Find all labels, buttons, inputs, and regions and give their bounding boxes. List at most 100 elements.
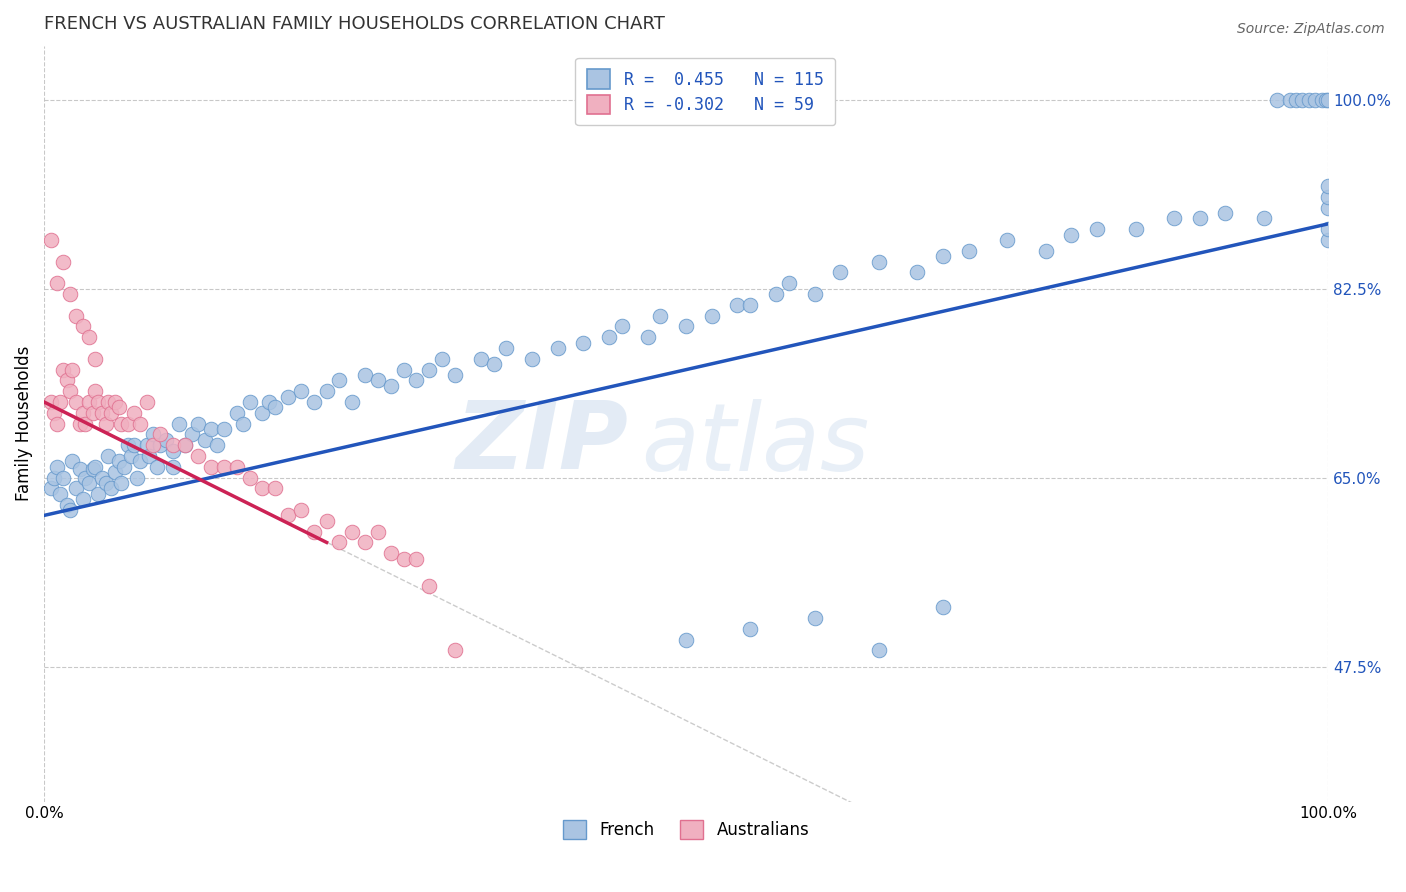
- Point: [1291, 93, 1313, 107]
- Point: [59, 384, 82, 399]
- Point: [162, 443, 184, 458]
- Point: [194, 433, 217, 447]
- Point: [342, 524, 364, 539]
- Point: [995, 233, 1018, 247]
- Point: [1310, 93, 1333, 107]
- Point: [69, 417, 91, 431]
- Point: [125, 470, 148, 484]
- Point: [107, 401, 129, 415]
- Point: [740, 298, 762, 312]
- Point: [328, 373, 350, 387]
- Point: [675, 632, 697, 647]
- Point: [65, 482, 87, 496]
- Point: [264, 482, 287, 496]
- Point: [155, 433, 177, 447]
- Point: [1298, 93, 1320, 107]
- Point: [135, 395, 157, 409]
- Point: [77, 330, 100, 344]
- Point: [354, 368, 377, 382]
- Legend: French, Australians: French, Australians: [557, 814, 815, 847]
- Point: [75, 417, 97, 431]
- Point: [52, 362, 75, 376]
- Point: [495, 341, 517, 355]
- Point: [290, 503, 312, 517]
- Point: [264, 401, 287, 415]
- Point: [162, 438, 184, 452]
- Point: [39, 395, 62, 409]
- Point: [932, 600, 955, 615]
- Point: [1215, 206, 1237, 220]
- Point: [225, 406, 247, 420]
- Point: [405, 373, 427, 387]
- Point: [1125, 222, 1147, 236]
- Point: [905, 265, 928, 279]
- Point: [675, 319, 697, 334]
- Point: [44, 406, 66, 420]
- Point: [112, 459, 135, 474]
- Point: [367, 524, 389, 539]
- Point: [77, 475, 100, 490]
- Point: [129, 454, 152, 468]
- Point: [84, 459, 107, 474]
- Point: [302, 524, 325, 539]
- Point: [39, 482, 62, 496]
- Text: FRENCH VS AUSTRALIAN FAMILY HOUSEHOLDS CORRELATION CHART: FRENCH VS AUSTRALIAN FAMILY HOUSEHOLDS C…: [44, 15, 665, 33]
- Point: [84, 351, 107, 366]
- Point: [1188, 211, 1211, 226]
- Point: [212, 422, 235, 436]
- Point: [138, 449, 160, 463]
- Point: [149, 438, 172, 452]
- Point: [69, 462, 91, 476]
- Point: [87, 487, 110, 501]
- Point: [868, 254, 890, 268]
- Point: [1317, 179, 1340, 194]
- Point: [1285, 93, 1308, 107]
- Point: [765, 287, 787, 301]
- Point: [97, 395, 120, 409]
- Point: [1253, 211, 1275, 226]
- Point: [803, 611, 825, 625]
- Point: [277, 508, 299, 523]
- Point: [180, 427, 202, 442]
- Text: atlas: atlas: [641, 399, 869, 490]
- Point: [84, 384, 107, 399]
- Point: [932, 249, 955, 263]
- Point: [1317, 233, 1340, 247]
- Point: [52, 470, 75, 484]
- Point: [104, 465, 127, 479]
- Point: [65, 309, 87, 323]
- Point: [598, 330, 620, 344]
- Point: [392, 551, 415, 566]
- Point: [90, 470, 112, 484]
- Point: [65, 395, 87, 409]
- Point: [82, 462, 104, 476]
- Point: [803, 287, 825, 301]
- Point: [72, 319, 94, 334]
- Point: [957, 244, 980, 258]
- Point: [122, 438, 145, 452]
- Point: [60, 362, 83, 376]
- Point: [100, 406, 122, 420]
- Point: [1317, 190, 1340, 204]
- Point: [75, 470, 97, 484]
- Point: [572, 335, 595, 350]
- Point: [727, 298, 749, 312]
- Point: [1035, 244, 1057, 258]
- Point: [1060, 227, 1083, 242]
- Point: [110, 417, 132, 431]
- Point: [162, 459, 184, 474]
- Point: [302, 395, 325, 409]
- Point: [187, 417, 209, 431]
- Point: [94, 417, 117, 431]
- Point: [72, 406, 94, 420]
- Point: [1317, 222, 1340, 236]
- Point: [405, 551, 427, 566]
- Point: [46, 277, 69, 291]
- Point: [547, 341, 569, 355]
- Point: [110, 475, 132, 490]
- Point: [430, 351, 453, 366]
- Point: [59, 503, 82, 517]
- Point: [232, 417, 254, 431]
- Point: [418, 579, 440, 593]
- Point: [59, 287, 82, 301]
